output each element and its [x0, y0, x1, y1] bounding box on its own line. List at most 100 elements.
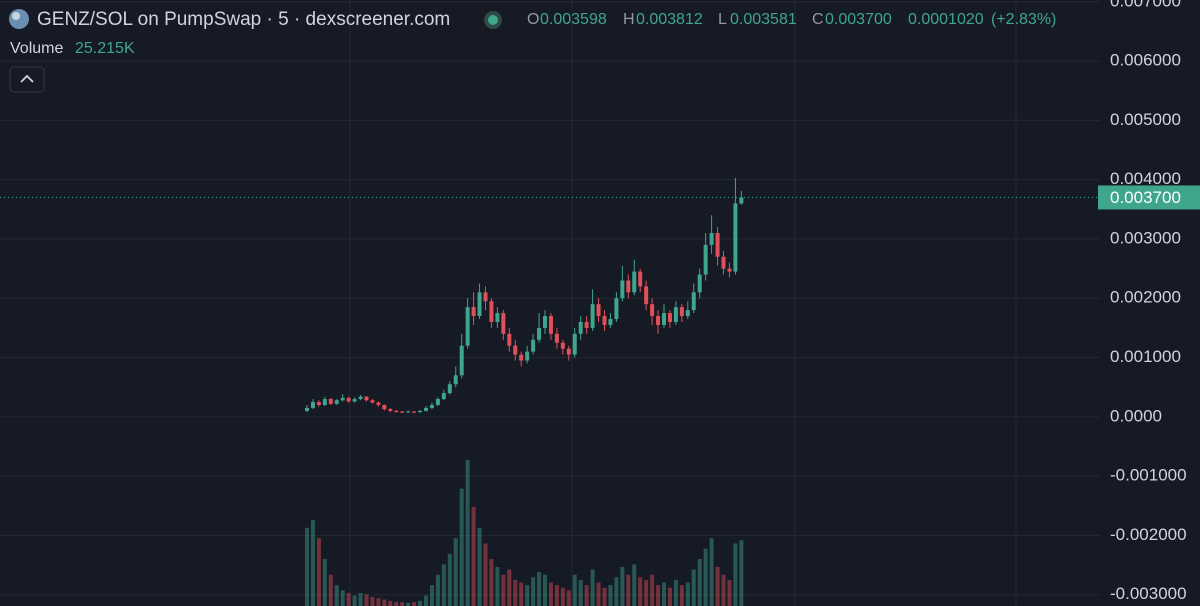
volume-bar	[406, 602, 411, 606]
plot-area	[0, 1, 1100, 606]
y-tick-label: 0.0000	[1110, 406, 1162, 425]
open-key: O	[527, 11, 539, 28]
high-value: 0.003812	[636, 11, 703, 28]
volume-bar	[352, 595, 357, 606]
volume-bar	[548, 582, 553, 606]
volume-bar	[424, 595, 428, 606]
candle-body	[340, 397, 345, 401]
candle-body	[566, 348, 571, 355]
last-price-label: 0.003700	[1110, 188, 1181, 207]
candle-body	[620, 280, 625, 299]
change-value: 0.0001020	[908, 11, 984, 28]
volume-bar	[447, 553, 452, 606]
candle-body	[632, 271, 637, 293]
candle-body	[721, 256, 726, 269]
volume-bar	[394, 602, 399, 606]
collapse-chevron	[20, 74, 34, 83]
candle-body	[453, 375, 458, 385]
candle-body	[685, 310, 690, 317]
volume-bar	[334, 585, 339, 606]
candle-body	[376, 402, 381, 405]
candle-body	[316, 402, 321, 405]
volume-bar	[305, 527, 309, 606]
volume-bar	[316, 538, 321, 606]
volume-bar	[537, 572, 542, 606]
volume-bar	[566, 590, 571, 606]
candle-body	[626, 280, 631, 293]
candle-body	[495, 313, 500, 322]
candle-body	[638, 271, 643, 287]
volume-bar	[364, 594, 369, 606]
volume-bar	[310, 519, 315, 606]
volume-bar	[483, 543, 488, 606]
volume-bar	[429, 585, 434, 606]
candle-body	[709, 233, 714, 245]
candle-body	[739, 197, 744, 204]
y-tick-label: 0.002000	[1110, 288, 1181, 307]
volume-key: Volume	[10, 40, 63, 57]
close-value: 0.003700	[825, 11, 892, 28]
candle-body	[459, 345, 464, 376]
y-tick-label: 0.006000	[1110, 51, 1181, 70]
volume-bar	[328, 574, 333, 606]
volume-bar	[709, 538, 714, 606]
volume-bar	[507, 569, 512, 606]
volume-bar	[626, 574, 631, 606]
candle-body	[614, 298, 619, 320]
candle-body	[424, 407, 428, 411]
volume-bar	[638, 577, 643, 606]
token-icon-detail	[12, 12, 20, 20]
last-price-badge	[1098, 185, 1200, 210]
volume-bar	[590, 569, 595, 606]
volume-bar	[679, 585, 684, 606]
volume-bar	[691, 569, 696, 606]
candle-body	[435, 399, 440, 405]
candle-body	[602, 316, 607, 325]
candle-body	[703, 244, 708, 275]
candle-body	[650, 304, 655, 317]
candle-body	[334, 400, 339, 404]
high-key: H	[623, 11, 635, 28]
candle-body	[441, 393, 446, 400]
volume-bar	[739, 540, 744, 606]
status-dot	[488, 15, 498, 25]
candle-body	[543, 316, 547, 328]
candle-body	[548, 316, 553, 334]
candle-body	[608, 319, 613, 325]
candle-body	[691, 292, 696, 311]
candle-body	[394, 410, 399, 412]
volume-bar	[721, 574, 726, 606]
candle-body	[697, 274, 702, 293]
volume-bar	[465, 460, 470, 606]
candle-body	[328, 399, 333, 404]
candle-body	[584, 321, 589, 328]
volume-bar	[388, 600, 393, 606]
collapse-button[interactable]	[9, 66, 45, 93]
volume-bar	[584, 585, 589, 606]
volume-bar	[644, 579, 649, 606]
candle-body	[352, 399, 357, 402]
candle-body	[525, 351, 530, 361]
volume-bar	[543, 574, 547, 606]
volume-bar	[340, 590, 345, 606]
volume-bar	[685, 582, 690, 606]
candle-body	[679, 307, 684, 317]
candle-body	[501, 313, 506, 334]
candle-body	[429, 404, 434, 408]
volume-bar	[513, 579, 518, 606]
volume-value: 25.215K	[75, 40, 135, 57]
y-tick-label: 0.005000	[1110, 110, 1181, 129]
candle-body	[382, 404, 387, 410]
y-tick-label: 0.007000	[1110, 0, 1181, 10]
chart-title: GENZ/SOL on PumpSwap · 5 · dexscreener.c…	[37, 9, 450, 30]
close-key: C	[812, 11, 824, 28]
candle-body	[560, 342, 565, 349]
candle-body	[531, 339, 536, 352]
volume-bar	[531, 577, 536, 606]
volume-bar	[656, 585, 661, 606]
candle-body	[322, 399, 327, 405]
candle-body	[364, 396, 369, 401]
volume-bar	[477, 527, 482, 606]
open-value: 0.003598	[540, 11, 607, 28]
